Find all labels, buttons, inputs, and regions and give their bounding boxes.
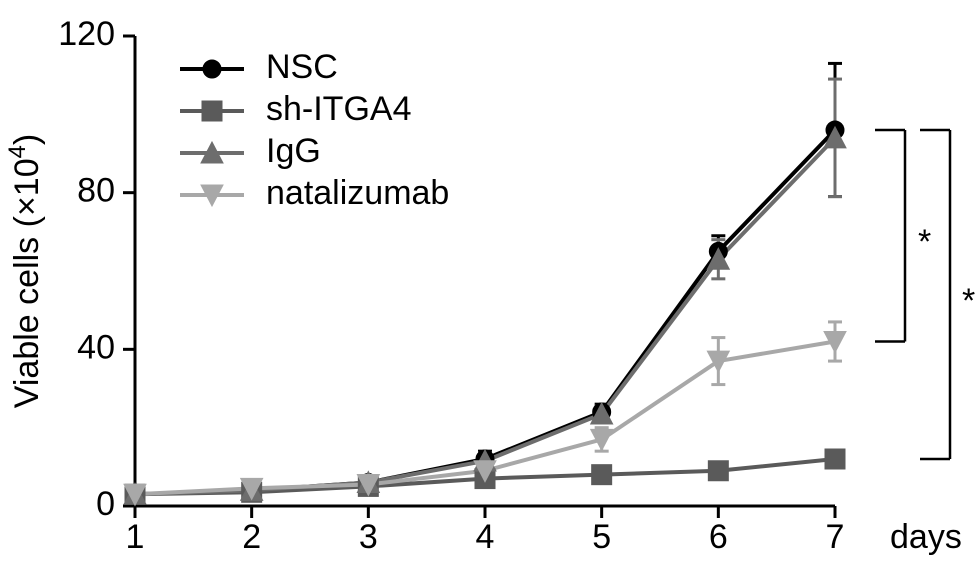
legend-label: natalizumab bbox=[266, 174, 449, 212]
x-tick-label: 2 bbox=[242, 518, 261, 556]
marker-square bbox=[592, 465, 612, 485]
chart-bg bbox=[0, 0, 978, 576]
marker-square bbox=[708, 461, 728, 481]
x-tick-label: 5 bbox=[592, 518, 611, 556]
x-tick-label: 4 bbox=[476, 518, 495, 556]
legend-label: IgG bbox=[266, 132, 321, 170]
x-tick-label: 6 bbox=[709, 518, 728, 556]
x-tick-label: 1 bbox=[126, 518, 145, 556]
x-axis-label: days bbox=[890, 518, 962, 556]
legend-label: sh-ITGA4 bbox=[266, 90, 411, 128]
marker-square bbox=[202, 101, 222, 121]
y-tick-label: 120 bbox=[58, 15, 115, 53]
sig-star: * bbox=[962, 282, 975, 320]
marker-circle bbox=[203, 60, 221, 78]
legend-label: NSC bbox=[266, 48, 338, 86]
marker-square bbox=[825, 449, 845, 469]
growth-curve-chart: 0 40 80 120 1 2 3 4 5 6 7 Viable cells (×104) days NS… bbox=[0, 0, 978, 576]
y-tick-label: 0 bbox=[96, 485, 115, 523]
y-axis-label: Viable cells (×104) bbox=[4, 134, 47, 408]
x-tick-label: 7 bbox=[826, 518, 845, 556]
sig-star: * bbox=[918, 223, 931, 261]
y-tick-label: 80 bbox=[77, 172, 115, 210]
y-tick-label: 40 bbox=[77, 328, 115, 366]
x-tick-label: 3 bbox=[359, 518, 378, 556]
chart-container: 0 40 80 120 1 2 3 4 5 6 7 Viable cells (×104) days NS… bbox=[0, 0, 978, 576]
